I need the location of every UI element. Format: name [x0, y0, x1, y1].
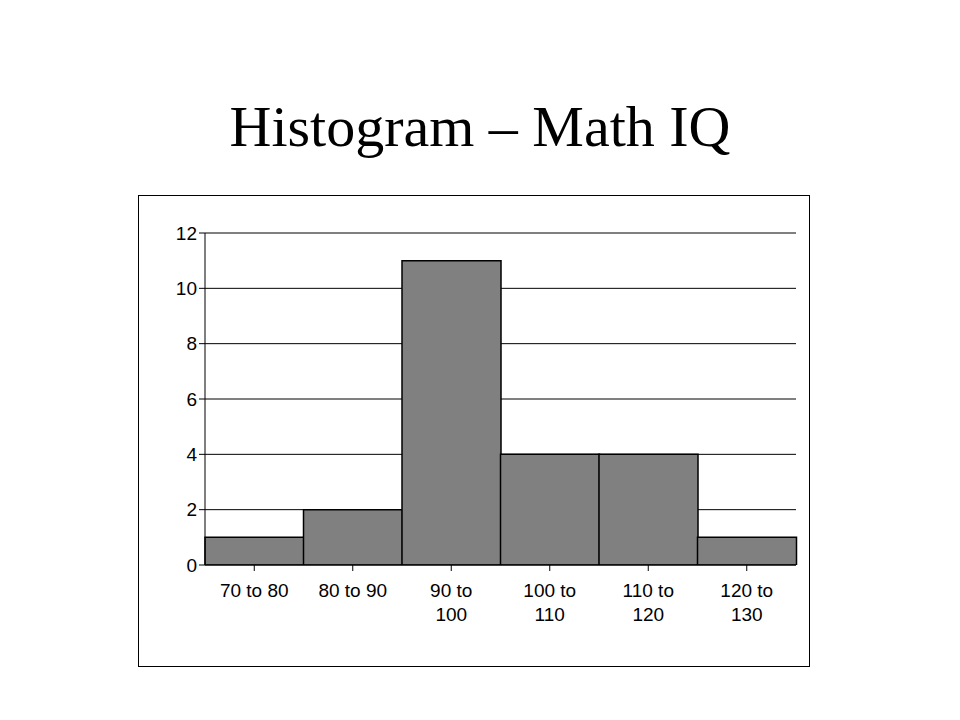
svg-text:110 to120: 110 to120	[623, 580, 674, 625]
svg-text:6: 6	[186, 389, 197, 410]
svg-text:4: 4	[186, 444, 197, 465]
svg-text:120 to130: 120 to130	[720, 580, 773, 625]
svg-text:90 to100: 90 to100	[430, 580, 472, 625]
svg-text:70 to 80: 70 to 80	[220, 580, 289, 601]
svg-text:0: 0	[186, 555, 197, 576]
svg-text:2: 2	[186, 499, 197, 520]
svg-text:80 to 90: 80 to 90	[318, 580, 387, 601]
svg-text:12: 12	[176, 223, 197, 244]
svg-text:100 to110: 100 to110	[523, 580, 576, 625]
svg-text:8: 8	[186, 333, 197, 354]
html-text:Histogram – Math IQ: Histogram – Math IQ	[229, 94, 731, 159]
svg-text:10: 10	[176, 278, 197, 299]
